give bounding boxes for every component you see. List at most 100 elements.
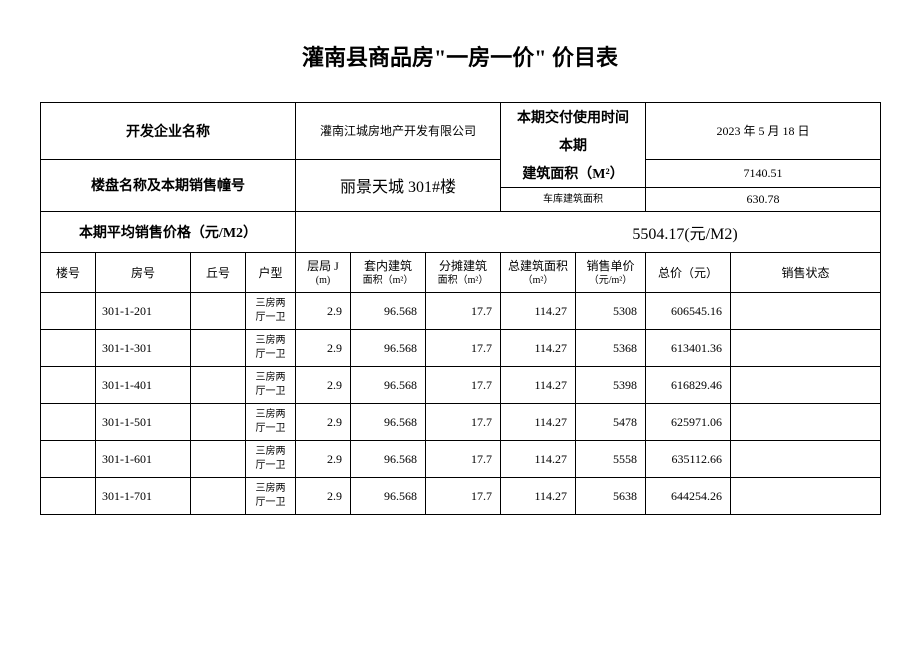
table-row: 301-1-601三房两厅一卫2.996.56817.7114.27555863…	[41, 441, 881, 478]
cell-hx: 三房两厅一卫	[246, 478, 296, 515]
col-cg-l1: 层局 J	[302, 257, 344, 274]
col-dj-l2: （元/m²）	[582, 274, 639, 288]
cell-dj: 5638	[576, 478, 646, 515]
cell-zt	[731, 293, 881, 330]
cell-dj: 5478	[576, 404, 646, 441]
col-zj-l1: 总建筑面积	[507, 257, 569, 274]
table-row: 301-1-701 三房两厅一卫2.996.56817.7114.27563864…	[41, 478, 881, 515]
cell-cg: 2.9	[296, 293, 351, 330]
proj-value: 丽景天城 301#楼	[296, 159, 501, 212]
avg-label: 本期平均销售价格（元/M2）	[41, 212, 296, 253]
cell-zj: 114.27	[501, 441, 576, 478]
cell-tn: 96.568	[351, 441, 426, 478]
cell-tn: 96.568	[351, 293, 426, 330]
proj-label: 楼盘名称及本期销售幢号	[41, 159, 296, 212]
col-zj: 总建筑面积 （m²）	[501, 253, 576, 293]
cell-zj: 114.27	[501, 404, 576, 441]
col-ft-l1: 分摊建筑	[432, 257, 494, 274]
cell-zj: 114.27	[501, 293, 576, 330]
cell-lou	[41, 478, 96, 515]
dev-label: 开发企业名称	[41, 103, 296, 160]
cell-lou	[41, 441, 96, 478]
table-row: 301-1-501三房两厅一卫2.996.56817.7114.27547862…	[41, 404, 881, 441]
cell-zt	[731, 478, 881, 515]
garage-value: 630.78	[646, 188, 881, 212]
col-dj: 销售单价 （元/m²）	[576, 253, 646, 293]
price-table: 开发企业名称 灌南江城房地产开发有限公司 本期交付使用时间 2023 年 5 月…	[40, 102, 881, 515]
cell-qiu	[191, 404, 246, 441]
cell-zjp: 625971.06	[646, 404, 731, 441]
cell-ft: 17.7	[426, 404, 501, 441]
col-ft-l2: 面积（m²）	[432, 274, 494, 288]
cell-zjp: 616829.46	[646, 367, 731, 404]
cell-room: 301-1-401	[96, 367, 191, 404]
col-qiu: 丘号	[191, 253, 246, 293]
cell-zt	[731, 367, 881, 404]
col-cg: 层局 J (m)	[296, 253, 351, 293]
garage-label: 车库建筑面积	[501, 188, 646, 212]
cell-lou	[41, 404, 96, 441]
cell-ft: 17.7	[426, 441, 501, 478]
cell-qiu	[191, 367, 246, 404]
cell-room: 301-1-601	[96, 441, 191, 478]
avg-value: 5504.17(元/M2)	[296, 212, 881, 253]
column-header-row: 楼号 房号 丘号 户型 层局 J (m) 套内建筑 面积（m²） 分摊建筑 面积…	[41, 253, 881, 293]
cell-cg: 2.9	[296, 478, 351, 515]
cell-dj: 5558	[576, 441, 646, 478]
cell-room: 301-1-701	[96, 478, 191, 515]
cell-ft: 17.7	[426, 478, 501, 515]
cell-tn: 96.568	[351, 367, 426, 404]
deliver-value: 2023 年 5 月 18 日	[646, 103, 881, 160]
cell-zjp: 606545.16	[646, 293, 731, 330]
col-zj-l2: （m²）	[507, 274, 569, 288]
cell-hx: 三房两厅一卫	[246, 293, 296, 330]
cell-cg: 2.9	[296, 441, 351, 478]
col-zjp: 总价（元）	[646, 253, 731, 293]
col-lou: 楼号	[41, 253, 96, 293]
cell-hx: 三房两厅一卫	[246, 330, 296, 367]
col-tn-l1: 套内建筑	[357, 257, 419, 274]
cell-lou	[41, 293, 96, 330]
cell-ft: 17.7	[426, 293, 501, 330]
col-dj-l1: 销售单价	[582, 257, 639, 274]
page-title: 灌南县商品房"一房一价" 价目表	[40, 40, 880, 72]
cell-room: 301-1-201	[96, 293, 191, 330]
table-row: 301-1-201 三房两厅一卫2.996.56817.7114.27530860…	[41, 293, 881, 330]
deliver-label: 本期交付使用时间	[501, 103, 646, 132]
cell-dj: 5308	[576, 293, 646, 330]
cell-tn: 96.568	[351, 478, 426, 515]
cell-zj: 114.27	[501, 478, 576, 515]
col-tn-l2: 面积（m²）	[357, 274, 419, 288]
table-row: 301-1-401三房两厅一卫2.996.56817.7114.27539861…	[41, 367, 881, 404]
area-value: 7140.51	[646, 159, 881, 188]
cell-ft: 17.7	[426, 367, 501, 404]
cell-room: 301-1-501	[96, 404, 191, 441]
cell-hx: 三房两厅一卫	[246, 441, 296, 478]
cell-lou	[41, 330, 96, 367]
col-zt: 销售状态	[731, 253, 881, 293]
cell-tn: 96.568	[351, 330, 426, 367]
cell-zt	[731, 330, 881, 367]
cell-qiu	[191, 293, 246, 330]
cell-zjp: 644254.26	[646, 478, 731, 515]
area-label-line1: 本期	[501, 131, 646, 159]
cell-dj: 5398	[576, 367, 646, 404]
col-tn: 套内建筑 面积（m²）	[351, 253, 426, 293]
cell-lou	[41, 367, 96, 404]
table-row: 301-1-301 三房两厅一卫2.996.56817.7114.27536861…	[41, 330, 881, 367]
cell-hx: 三房两厅一卫	[246, 367, 296, 404]
cell-qiu	[191, 441, 246, 478]
col-room: 房号	[96, 253, 191, 293]
cell-cg: 2.9	[296, 367, 351, 404]
cell-zjp: 613401.36	[646, 330, 731, 367]
col-hx: 户型	[246, 253, 296, 293]
cell-zj: 114.27	[501, 330, 576, 367]
col-cg-l2: (m)	[302, 274, 344, 288]
cell-dj: 5368	[576, 330, 646, 367]
dev-value: 灌南江城房地产开发有限公司	[296, 103, 501, 160]
area-label-line2: 建筑面积（M²）	[501, 159, 646, 188]
cell-ft: 17.7	[426, 330, 501, 367]
cell-cg: 2.9	[296, 330, 351, 367]
col-ft: 分摊建筑 面积（m²）	[426, 253, 501, 293]
cell-room: 301-1-301	[96, 330, 191, 367]
